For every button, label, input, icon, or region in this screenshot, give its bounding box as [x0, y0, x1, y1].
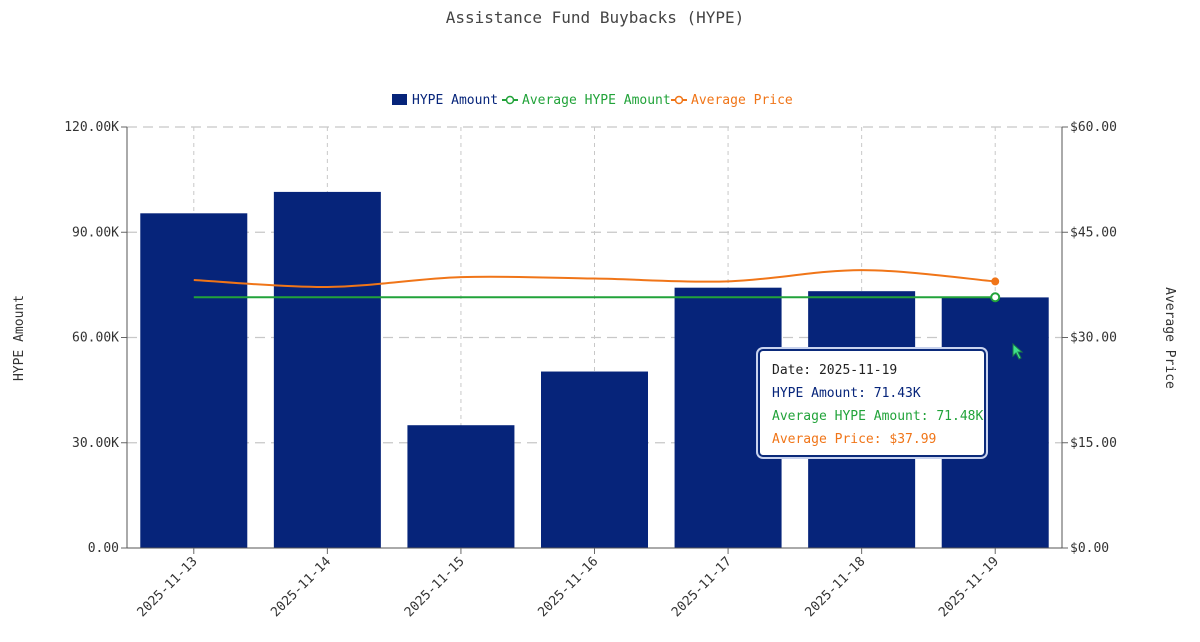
tooltip-average-hype-amount: Average HYPE Amount: 71.48K	[772, 409, 984, 424]
y2-tick-label: $45.00	[1070, 225, 1117, 240]
legend-marker-average-price	[674, 95, 684, 105]
tooltip: Date: 2025-11-19 HYPE Amount: 71.43K Ave…	[758, 349, 986, 457]
x-tick-label: 2025-11-19	[936, 554, 1002, 620]
bar-hype-amount	[407, 425, 515, 548]
x-tick-label: 2025-11-13	[135, 554, 201, 620]
bar-hype-amount	[140, 213, 248, 548]
chart-title: Assistance Fund Buybacks (HYPE)	[446, 8, 745, 27]
y-tick-label: 60.00K	[72, 331, 119, 346]
y2-tick-label: $0.00	[1070, 541, 1109, 556]
tooltip-hype-amount: HYPE Amount: 71.43K	[772, 386, 921, 401]
legend-marker-average-hype-amount	[505, 95, 515, 105]
tooltip-date: Date: 2025-11-19	[772, 363, 898, 378]
line-average-price	[193, 269, 996, 288]
bar-hype-amount	[273, 191, 381, 548]
axes	[121, 126, 1068, 554]
y-tick-label: 90.00K	[72, 225, 119, 240]
tooltip-average-price: Average Price: $37.99	[772, 432, 937, 447]
legend-item-average-hype-amount[interactable]: Average HYPE Amount	[502, 93, 671, 108]
bars	[140, 191, 1049, 548]
bar-hype-amount	[541, 371, 648, 548]
y2-tick-label: $15.00	[1070, 436, 1117, 451]
x-tick-label: 2025-11-15	[402, 554, 468, 620]
point-average-price-highlight	[991, 277, 1000, 286]
y-tick-label: 30.00K	[72, 436, 119, 451]
legend-item-average-price[interactable]: Average Price	[671, 93, 793, 108]
point-average-hype-amount-highlight	[990, 292, 1001, 303]
x-tick-label: 2025-11-16	[535, 554, 601, 620]
y-tick-label: 120.00K	[64, 120, 119, 135]
legend-label-average-price: Average Price	[691, 93, 793, 108]
mouse-cursor-icon	[1012, 343, 1024, 360]
x-tick-label: 2025-11-17	[669, 554, 735, 620]
y2-tick-label: $60.00	[1070, 120, 1117, 135]
legend-label-average-hype-amount: Average HYPE Amount	[522, 93, 671, 108]
y-tick-label: 0.00	[88, 541, 119, 556]
legend-item-hype-amount[interactable]: HYPE Amount	[392, 93, 498, 108]
y-axis-label: HYPE Amount	[12, 295, 27, 381]
x-tick-label: 2025-11-18	[803, 554, 869, 620]
y2-axis-label: Average Price	[1162, 287, 1177, 389]
y2-tick-label: $30.00	[1070, 331, 1117, 346]
legend-label-hype-amount: HYPE Amount	[412, 93, 498, 108]
x-tick-label: 2025-11-14	[268, 554, 334, 620]
legend-swatch-hype-amount	[392, 94, 407, 105]
legend: HYPE Amount Average HYPE Amount Average …	[392, 93, 793, 108]
series-lines	[193, 269, 1001, 303]
